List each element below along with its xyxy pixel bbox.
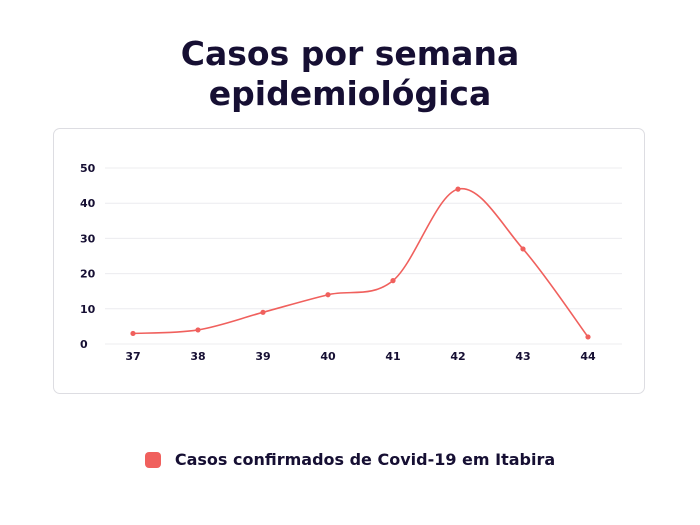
data-point-37: [130, 330, 136, 337]
data-point-39: [260, 309, 266, 315]
data-point-38: [195, 327, 201, 333]
y-tick-label: 40: [80, 197, 96, 210]
y-tick-label: 10: [80, 303, 96, 316]
series-line: [132, 187, 589, 338]
y-tick-label: 30: [80, 232, 96, 245]
x-tick-label: 41: [385, 350, 400, 363]
x-tick-label: 39: [255, 350, 270, 363]
x-tick-label: 37: [125, 350, 140, 363]
y-tick-label: 50: [80, 162, 96, 175]
x-tick-label: 43: [515, 350, 530, 363]
data-point-40: [325, 292, 331, 298]
legend-swatch: [144, 451, 161, 468]
chart-title-line-1: Casos por semana: [180, 34, 520, 73]
legend-label: Casos confirmados de Covid-19 em Itabira: [174, 450, 556, 469]
y-tick-label: 20: [80, 268, 96, 281]
legend: Casos confirmados de Covid-19 em Itabira: [0, 450, 700, 469]
chart-title: Casos por semana epidemiológica: [0, 34, 700, 114]
y-tick-label: 0: [80, 338, 88, 351]
data-point-44: [585, 334, 591, 340]
data-point-42: [455, 186, 461, 192]
data-point-41: [390, 278, 396, 284]
x-tick-label: 40: [320, 350, 336, 363]
x-tick-label: 44: [580, 350, 596, 363]
data-point-43: [520, 246, 526, 252]
chart-title-line-2: epidemiológica: [208, 74, 492, 113]
x-tick-label: 42: [450, 350, 465, 363]
x-tick-label: 38: [190, 350, 205, 363]
chart-card: [53, 128, 645, 394]
